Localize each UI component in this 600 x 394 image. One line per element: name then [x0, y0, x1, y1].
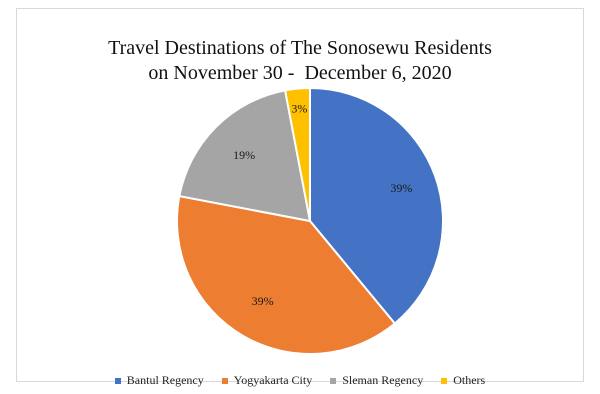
chart-title: Travel Destinations of The Sonosewu Resi…: [108, 37, 492, 59]
legend-item-others: Others: [441, 373, 485, 388]
pie-slice-others: [283, 86, 311, 222]
data-label-yogyakarta-city: 39%: [252, 294, 274, 308]
legend-label: Yogyakarta City: [233, 373, 313, 387]
data-label-bantul-regency: 39%: [390, 181, 412, 195]
data-label-others: 3%: [291, 101, 307, 115]
data-label-sleman-regency: 19%: [233, 148, 255, 162]
legend-item-sleman-regency: Sleman Regency: [330, 373, 423, 388]
legend-label: Sleman Regency: [342, 373, 424, 387]
legend-label: Others: [453, 373, 486, 387]
legend-swatch: [221, 377, 228, 384]
pie-slice-sleman-regency: [178, 89, 312, 223]
legend-item-bantul-regency: Bantul Regency: [114, 373, 204, 388]
pie-slice-yogyakarta-city: [176, 194, 397, 355]
legend-label: Bantul Regency: [126, 373, 204, 387]
chart-subtitle: on November 30 - December 6, 2020: [148, 62, 452, 84]
legend-swatch: [114, 377, 121, 384]
pie-slice-bantul-regency: [309, 86, 444, 325]
legend-item-yogyakarta-city: Yogyakarta City: [221, 373, 313, 388]
legend-swatch: [441, 377, 448, 384]
chart-legend: Bantul Regency Yogyakarta City Sleman Rege…: [0, 373, 600, 388]
legend-swatch: [330, 377, 337, 384]
